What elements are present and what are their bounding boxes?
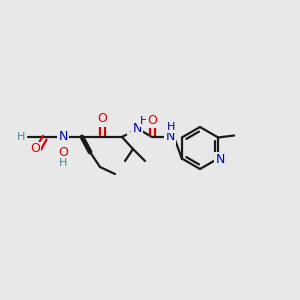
Text: N: N [132,122,142,134]
Text: N: N [58,130,68,143]
Text: N: N [165,130,175,143]
Text: O: O [147,113,157,127]
Text: H: H [140,116,148,126]
Text: N: N [215,153,225,166]
Text: H: H [16,132,25,142]
Text: O: O [97,112,107,125]
Text: O: O [30,142,40,155]
Text: H: H [59,158,67,168]
Text: O: O [58,146,68,158]
Text: H: H [167,122,175,132]
